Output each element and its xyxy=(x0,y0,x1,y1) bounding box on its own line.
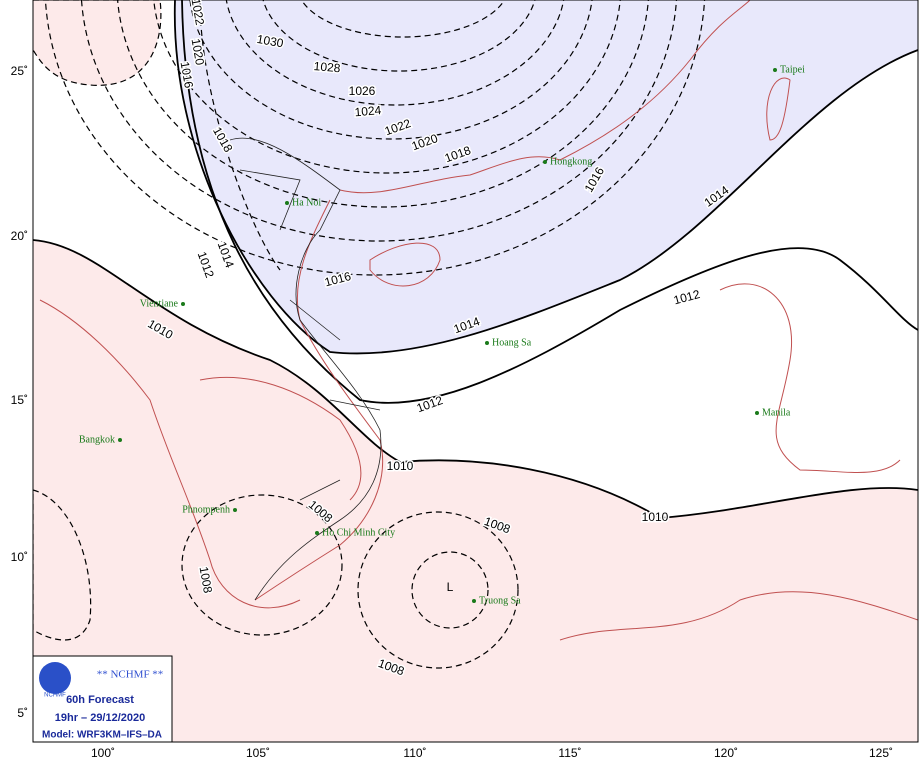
lat-label: 10˚ xyxy=(11,550,28,564)
place-marker xyxy=(472,599,476,603)
isobar-label: 1020 xyxy=(189,37,207,66)
low-center: L xyxy=(447,580,454,594)
lat-label: 25˚ xyxy=(11,64,28,78)
place-name: Phnompenh xyxy=(182,504,230,515)
lat-label: 15˚ xyxy=(11,393,28,407)
isobar-label: 1022 xyxy=(189,0,207,27)
place-name: Ho Chi Minh City xyxy=(322,527,395,538)
place-name: Hoang Sa xyxy=(492,337,532,348)
place-marker xyxy=(755,411,759,415)
isobar-label: 1024 xyxy=(354,103,382,119)
lat-label: 5˚ xyxy=(17,706,28,720)
logo-text: NCHMF xyxy=(44,693,66,699)
isobar-label: 1010 xyxy=(387,459,414,473)
lon-label: 115˚ xyxy=(558,746,581,760)
place-name: Vientiane xyxy=(140,298,179,309)
lon-label: 110˚ xyxy=(403,746,426,760)
time: 19hr – 29/12/2020 xyxy=(55,712,146,724)
place-name: Hongkong xyxy=(550,156,592,167)
lon-label: 105˚ xyxy=(246,746,270,760)
place-marker xyxy=(543,160,547,164)
agency: ** NCHMF ** xyxy=(97,669,164,681)
high-contour xyxy=(80,0,678,242)
high-contour xyxy=(153,0,621,174)
isobar-label: 1010 xyxy=(642,510,669,524)
isobar-label: 1030 xyxy=(256,32,285,50)
place-name: Taipei xyxy=(780,64,805,75)
place-name: Manila xyxy=(762,407,791,418)
place-marker xyxy=(285,201,289,205)
lon-label: 120˚ xyxy=(714,746,738,760)
legend: NCHMF ** NCHMF ** 60h Forecast 19hr – 29… xyxy=(32,655,173,743)
map-frame xyxy=(32,0,919,743)
high-contour xyxy=(189,0,593,140)
model: Model: WRF3KM–IFS–DA xyxy=(42,730,162,741)
isobar-label: 1016 xyxy=(178,60,196,89)
isobar-label: 1026 xyxy=(349,84,376,98)
forecast: 60h Forecast xyxy=(66,694,134,706)
lon-label: 100˚ xyxy=(91,746,115,760)
isobar-label: 1028 xyxy=(313,59,341,75)
isobar-label: 1008 xyxy=(197,565,215,594)
lon-label: 125˚ xyxy=(869,746,893,760)
high-contour xyxy=(117,0,649,208)
place-marker xyxy=(233,508,237,512)
place-name: Truong Sa xyxy=(479,595,521,606)
place-name: Bangkok xyxy=(79,434,115,445)
place-marker xyxy=(118,438,122,442)
logo xyxy=(39,662,71,694)
lat-label: 20˚ xyxy=(11,229,28,243)
place-marker xyxy=(181,302,185,306)
place-marker xyxy=(315,531,319,535)
place-marker xyxy=(485,341,489,345)
map-area xyxy=(33,0,918,742)
place-name: Ha Noi xyxy=(292,197,321,208)
place-marker xyxy=(773,68,777,72)
